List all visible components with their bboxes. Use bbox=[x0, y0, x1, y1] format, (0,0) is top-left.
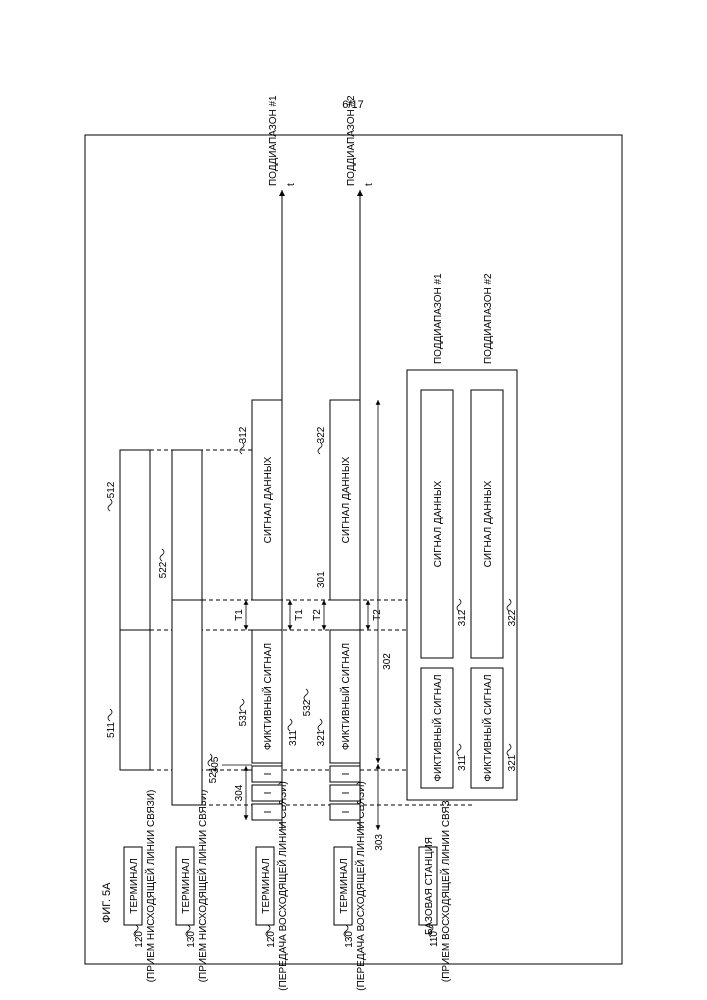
ref-512: 512 bbox=[106, 481, 117, 498]
t-label-1: t bbox=[286, 183, 297, 186]
dl-522 bbox=[172, 450, 202, 600]
subrange1-bs: ПОДДИАПАЗОН #1 bbox=[433, 273, 444, 364]
: I bbox=[263, 773, 274, 776]
dl-512 bbox=[120, 450, 150, 630]
: 120 bbox=[266, 931, 277, 948]
subrange2-bs: ПОДДИАПАЗОН #2 bbox=[483, 273, 494, 364]
: 312 bbox=[457, 609, 468, 626]
: I bbox=[263, 811, 274, 814]
ref-303: 303 bbox=[374, 834, 385, 851]
: ФИКТИВНЫЙ СИГНАЛ bbox=[431, 674, 444, 781]
: (ПРИЕМ ВОСХОДЯЩЕЙ ЛИНИИ СВЯЗИ) bbox=[439, 790, 452, 982]
T2-top: T2 bbox=[312, 609, 323, 621]
dl-511 bbox=[120, 630, 150, 770]
: СИГНАЛ ДАННЫХ bbox=[433, 480, 444, 567]
subrange1-axis: ПОДДИАПАЗОН #1 bbox=[268, 95, 279, 186]
ref-511: 511 bbox=[106, 722, 117, 738]
: ФИКТИВНЫЙ СИГНАЛ bbox=[339, 643, 352, 750]
ref-321: 321 bbox=[316, 729, 327, 746]
figure-label: ФИГ. 5A bbox=[101, 882, 113, 923]
ref-302: 302 bbox=[382, 653, 393, 670]
base-station-label: БАЗОВАЯ СТАНЦИЯ bbox=[424, 837, 435, 935]
: 322 bbox=[507, 609, 518, 626]
T2-bot: T2 bbox=[372, 609, 383, 621]
terminal-label: ТЕРМИНАЛ bbox=[129, 858, 140, 914]
T1-bot: T1 bbox=[294, 609, 305, 621]
: (ПРИЕМ НИСХОДЯЩЕЙ ЛИНИИ СВЯЗИ) bbox=[196, 790, 209, 983]
: t bbox=[364, 183, 375, 186]
: 311 bbox=[457, 755, 468, 771]
subrange2-axis: ПОДДИАПАЗОН #2 bbox=[346, 95, 357, 186]
: 130 bbox=[344, 931, 355, 948]
: СИГНАЛ ДАННЫХ bbox=[263, 456, 274, 543]
ref-110: 110 bbox=[429, 931, 440, 947]
: ФИКТИВНЫЙ СИГНАЛ bbox=[261, 643, 274, 750]
ref-304: 304 bbox=[234, 784, 245, 801]
diagram: ФИГ. 5A ТЕРМИНАЛ (ПРИЕМ НИСХОДЯЩЕЙ ЛИНИИ С… bbox=[101, 95, 518, 991]
: 321 bbox=[507, 754, 518, 771]
ref-532: 532 bbox=[302, 699, 313, 716]
: I bbox=[341, 811, 352, 814]
rx-down-label: (ПРИЕМ НИСХОДЯЩЕЙ ЛИНИИ СВЯЗИ) bbox=[144, 790, 157, 983]
ref-120: 120 bbox=[134, 931, 145, 948]
: I bbox=[263, 792, 274, 795]
: СИГНАЛ ДАННЫХ bbox=[483, 480, 494, 567]
ref-301: 301 bbox=[316, 571, 327, 588]
ref-130: 130 bbox=[186, 931, 197, 948]
ref-305: 305 bbox=[210, 756, 221, 773]
T1-top: T1 bbox=[234, 609, 245, 621]
ref-522: 522 bbox=[158, 561, 169, 578]
: I bbox=[341, 792, 352, 795]
ref-311: 311 bbox=[288, 730, 299, 746]
: I bbox=[341, 773, 352, 776]
ref-531: 531 bbox=[238, 709, 249, 726]
: ТЕРМИНАЛ bbox=[181, 858, 192, 914]
: ТЕРМИНАЛ bbox=[261, 858, 272, 914]
dl-521 bbox=[172, 600, 202, 805]
: ТЕРМИНАЛ bbox=[339, 858, 350, 914]
ref-322: 322 bbox=[316, 426, 327, 443]
: СИГНАЛ ДАННЫХ bbox=[341, 456, 352, 543]
: ФИКТИВНЫЙ СИГНАЛ bbox=[481, 674, 494, 781]
ref-312: 312 bbox=[238, 426, 249, 443]
